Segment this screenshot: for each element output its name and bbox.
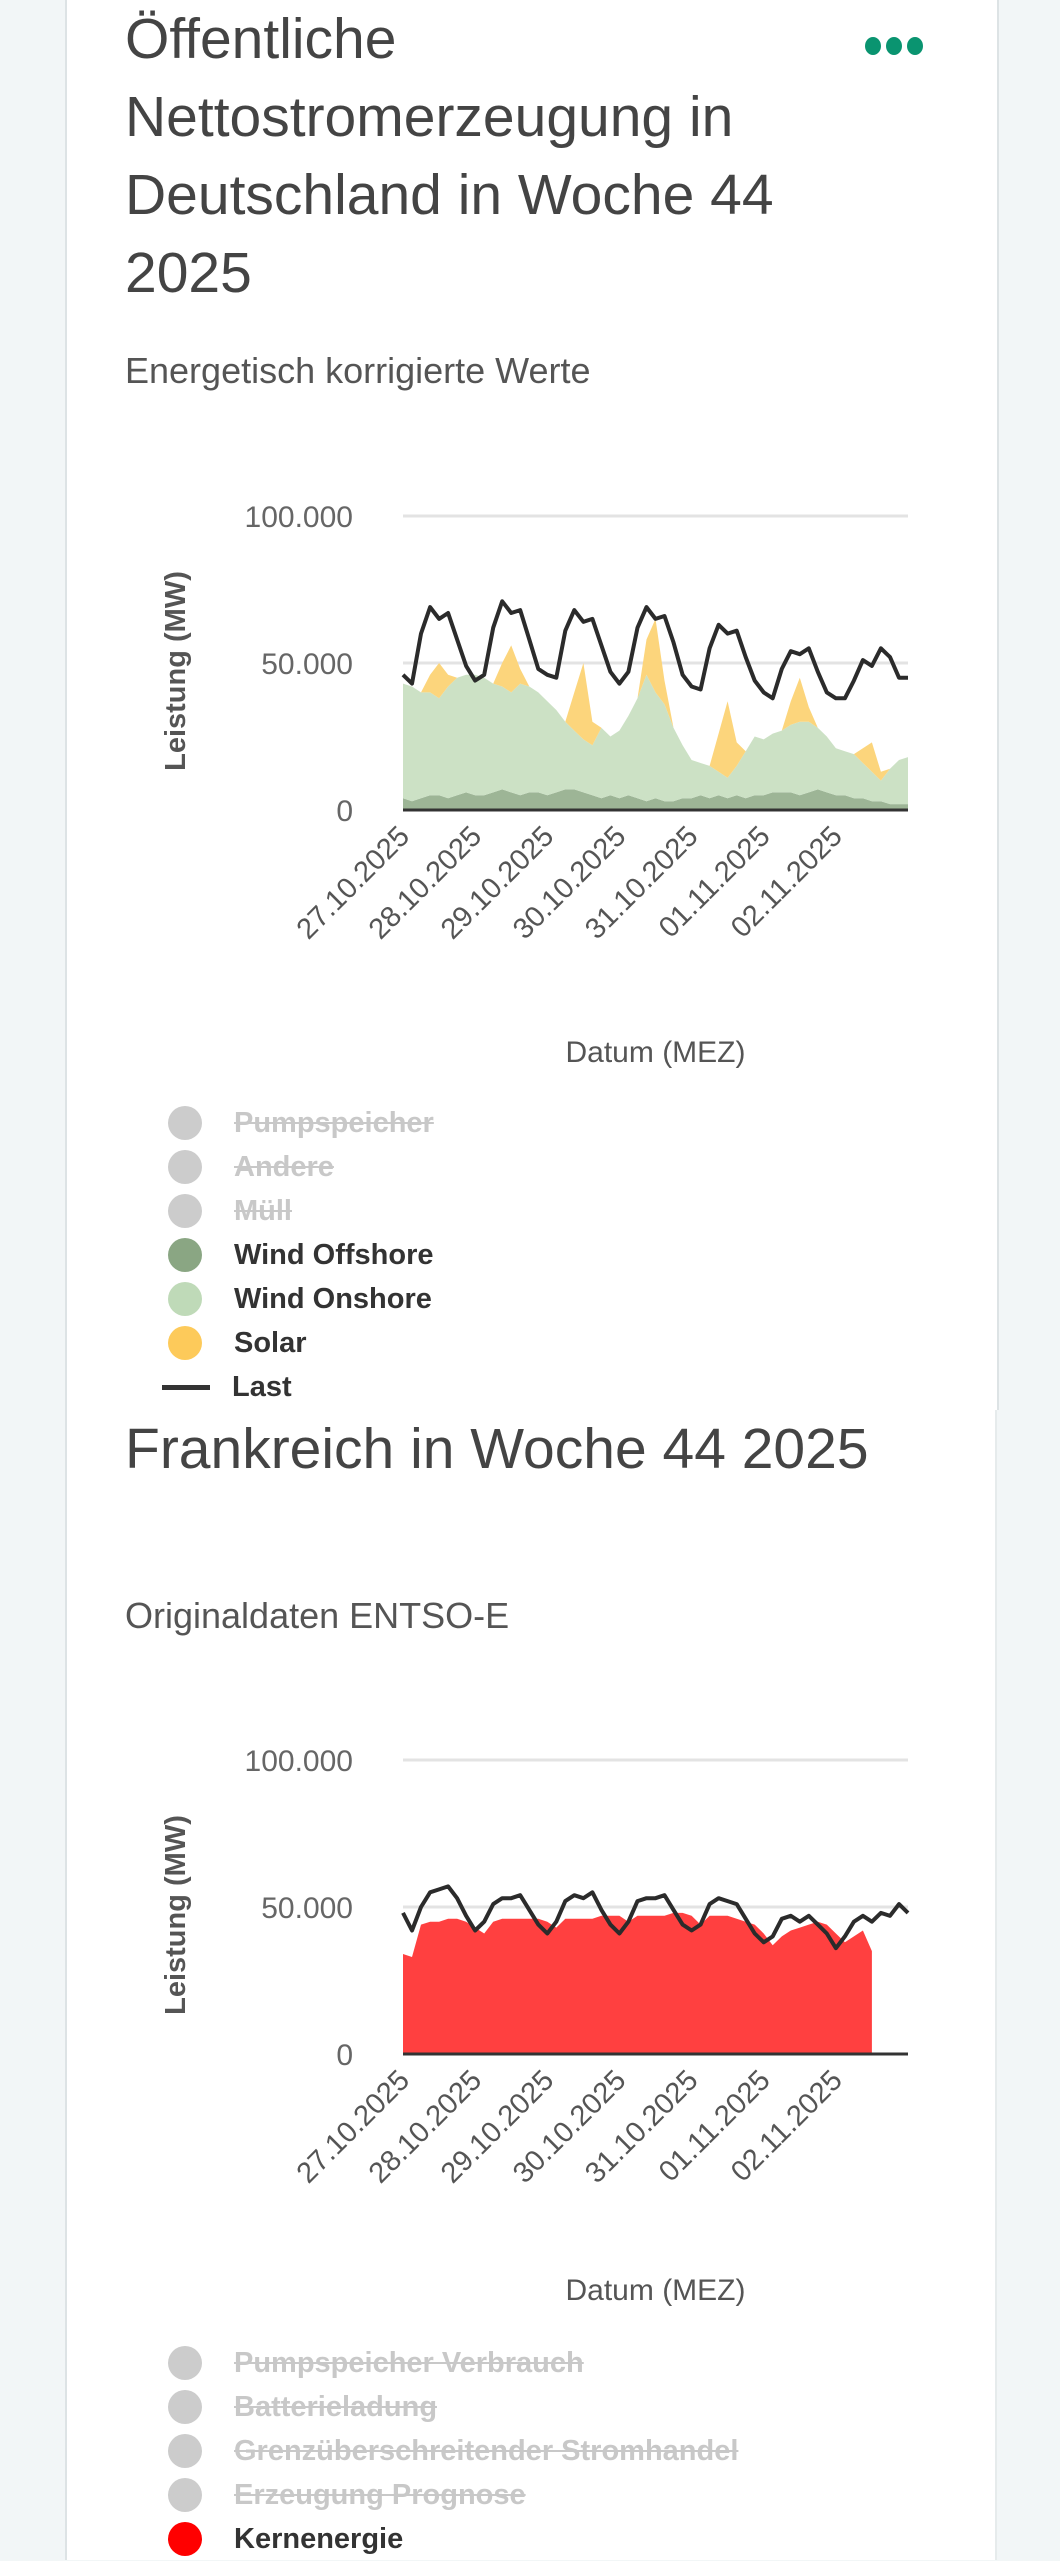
- chart-subtitle: Energetisch korrigierte Werte: [125, 350, 591, 391]
- chart-title: Frankreich in Woche 44 2025: [125, 1417, 869, 1481]
- y-tick-label: 100.000: [245, 1745, 353, 1778]
- legend-item-last[interactable]: Last: [162, 1365, 434, 1409]
- legend-item-pumpspeicher-verbrauch[interactable]: Pumpspeicher Verbrauch: [168, 2341, 738, 2385]
- legend-dot-icon: [168, 1150, 202, 1184]
- legend-dot-icon: [168, 1238, 202, 1272]
- legend-dot-icon: [168, 2522, 202, 2556]
- legend-dot-icon: [168, 2434, 202, 2468]
- legend-dot-icon: [168, 2478, 202, 2512]
- legend-label: Wind Onshore: [234, 1282, 432, 1315]
- legend-item-pumpspeicher[interactable]: Pumpspeicher: [168, 1101, 434, 1145]
- legend-item-solar[interactable]: Solar: [168, 1321, 434, 1365]
- legend-dot-icon: [168, 1106, 202, 1140]
- legend-item-grenzüberschreitender-stromhandel[interactable]: Grenzüberschreitender Stromhandel: [168, 2429, 738, 2473]
- france-legend: Pumpspeicher Verbrauch Batterieladung Gren…: [168, 2341, 738, 2561]
- y-axis-title: Leistung (MW): [160, 571, 192, 771]
- legend-line-icon: [162, 1384, 210, 1390]
- line-last: [401, 1884, 910, 1951]
- legend-item-wind-offshore[interactable]: Wind Offshore: [168, 1233, 434, 1277]
- legend-label: Pumpspeicher Verbrauch: [234, 2346, 584, 2379]
- area-kernenergie: [403, 1912, 872, 2054]
- area-solar: [403, 618, 908, 781]
- y-tick-label: 0: [336, 2039, 353, 2072]
- x-axis-title: Datum (MEZ): [566, 1036, 746, 1069]
- y-tick-label: 50.000: [261, 648, 353, 681]
- legend-item-wind-onshore[interactable]: Wind Onshore: [168, 1277, 434, 1321]
- legend-label: Erzeugung Prognose: [234, 2478, 526, 2511]
- area-wind-offshore: [403, 789, 908, 810]
- legend-item-batterieladung[interactable]: Batterieladung: [168, 2385, 738, 2429]
- legend-label: Andere: [234, 1150, 334, 1183]
- legend-item-erzeugung-prognose[interactable]: Erzeugung Prognose: [168, 2473, 738, 2517]
- legend-dot-icon: [168, 2390, 202, 2424]
- legend-label: Grenzüberschreitender Stromhandel: [234, 2434, 739, 2467]
- legend-label: Müll: [234, 1194, 292, 1227]
- legend-label: Kernenergie: [234, 2522, 404, 2555]
- x-axis-title: Datum (MEZ): [566, 2274, 746, 2307]
- legend-label: Last: [232, 1370, 292, 1403]
- chart-title: Öffentliche Nettostromerzeugung in Deuts…: [125, 7, 774, 305]
- legend-dot-icon: [168, 2346, 202, 2380]
- legend-item-müll[interactable]: Müll: [168, 1189, 434, 1233]
- y-tick-label: 0: [336, 795, 353, 828]
- germany-legend: Pumpspeicher Andere Müll Wind Offshore Wind …: [162, 1101, 434, 1409]
- legend-dot-icon: [168, 1282, 202, 1316]
- legend-label: Pumpspeicher: [234, 1106, 434, 1139]
- y-tick-label: 50.000: [261, 1892, 353, 1925]
- legend-label: Wind Offshore: [234, 1238, 434, 1271]
- legend-item-andere[interactable]: Andere: [168, 1145, 434, 1189]
- legend-dot-icon: [168, 1326, 202, 1360]
- area-wind-onshore: [403, 674, 908, 805]
- chart-subtitle: Originaldaten ENTSO-E: [125, 1595, 510, 1636]
- germany-chart-card: Öffentliche Nettostromerzeugung in Deuts…: [65, 0, 999, 1410]
- legend-label: Solar: [234, 1326, 307, 1359]
- y-tick-label: 100.000: [245, 501, 353, 534]
- more-options-icon[interactable]: [865, 37, 923, 55]
- legend-item-kernenergie[interactable]: Kernenergie: [168, 2517, 738, 2561]
- legend-dot-icon: [168, 1194, 202, 1228]
- germany-generation-chart: 050.000100.00027.10.202528.10.202529.10.…: [160, 501, 908, 1069]
- y-axis-title: Leistung (MW): [160, 1815, 192, 2015]
- france-generation-chart: 050.000100.00027.10.202528.10.202529.10.…: [160, 1745, 910, 2307]
- legend-label: Batterieladung: [234, 2390, 438, 2423]
- line-last: [401, 599, 908, 701]
